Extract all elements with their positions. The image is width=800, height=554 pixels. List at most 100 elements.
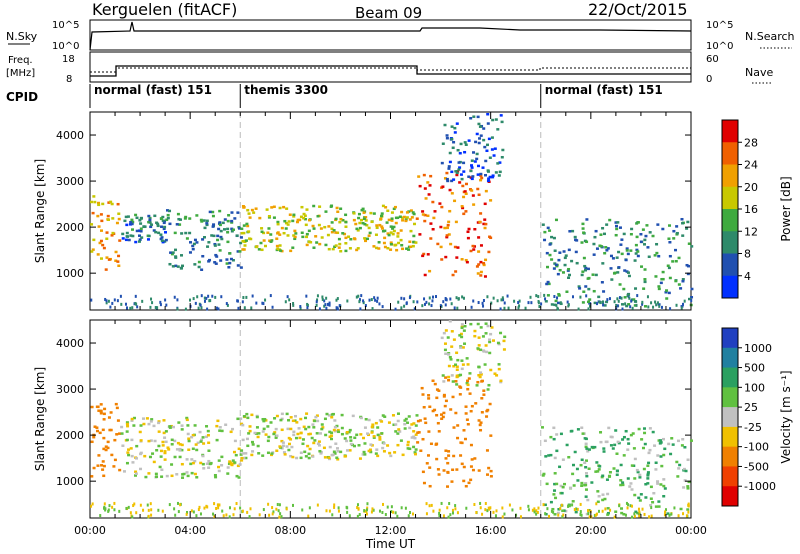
range-cell [416, 419, 420, 423]
range-cell [335, 206, 339, 210]
range-cell [288, 213, 292, 216]
range-cell [193, 472, 197, 476]
range-cell [90, 440, 94, 444]
range-cell [397, 428, 401, 431]
range-cell [298, 436, 302, 440]
ground-scatter-cell [430, 503, 433, 507]
range-cell [458, 393, 462, 396]
range-cell [299, 431, 303, 435]
ground-scatter-cell [518, 299, 521, 303]
range-cell [453, 245, 457, 249]
range-cell [330, 416, 334, 419]
range-cell [639, 232, 643, 236]
range-cell [470, 166, 474, 169]
ground-scatter-cell [206, 307, 209, 311]
range-cell [590, 481, 594, 484]
range-cell [675, 460, 679, 464]
range-cell [248, 425, 252, 428]
range-cell [465, 381, 469, 385]
ground-scatter-cell [195, 514, 198, 518]
freq-tick-high-right: 60 [706, 54, 719, 65]
range-cell [448, 320, 452, 323]
range-cell [482, 349, 486, 352]
range-cell [655, 242, 659, 246]
range-cell [495, 374, 499, 377]
ground-scatter-cell [199, 303, 202, 307]
range-cell [116, 419, 120, 422]
range-cell [597, 468, 601, 471]
range-cell [226, 231, 230, 234]
range-cell [145, 417, 149, 420]
ground-scatter-cell [627, 295, 630, 299]
ground-scatter-cell [682, 512, 685, 516]
range-cell [421, 213, 425, 216]
range-cell [315, 241, 319, 244]
range-cell [455, 122, 459, 125]
ground-scatter-cell [567, 303, 570, 307]
range-cell [460, 177, 464, 181]
range-cell [668, 240, 672, 244]
range-cell [638, 476, 642, 479]
range-cell [365, 223, 369, 227]
ground-scatter-cell [537, 506, 540, 510]
range-cell [269, 240, 273, 243]
ground-scatter-cell [157, 508, 160, 512]
range-cell [230, 221, 234, 224]
range-cell [242, 415, 246, 418]
range-cell [239, 241, 243, 245]
range-cell [339, 207, 343, 210]
range-cell [553, 249, 557, 252]
range-cell [114, 402, 118, 406]
range-cell [215, 424, 219, 428]
range-cell [137, 240, 141, 243]
range-cell [328, 445, 332, 449]
range-cell [135, 444, 139, 448]
range-cell [408, 426, 412, 430]
range-cell [206, 245, 210, 248]
range-cell [476, 164, 480, 168]
range-cell [218, 209, 222, 213]
range-cell [125, 461, 129, 465]
range-cell [438, 202, 442, 205]
range-cell [162, 221, 166, 225]
range-cell [336, 449, 340, 453]
ground-scatter-cell [629, 504, 632, 508]
ground-scatter-cell [370, 510, 373, 514]
range-cell [661, 270, 665, 274]
ground-scatter-cell [154, 306, 157, 310]
range-cell [459, 454, 463, 457]
range-cell [236, 464, 240, 468]
range-cell [199, 218, 203, 222]
ground-scatter-cell [481, 512, 484, 516]
range-cell [480, 397, 484, 400]
range-cell [90, 405, 94, 409]
ground-scatter-cell [381, 305, 384, 309]
range-cell [583, 437, 587, 440]
range-cell [456, 436, 460, 440]
range-cell [166, 213, 170, 217]
range-cell [663, 447, 667, 451]
ground-scatter-cell [142, 508, 145, 512]
range-cell [157, 231, 161, 235]
range-cell [174, 248, 178, 252]
range-cell [679, 287, 683, 290]
range-cell [619, 463, 623, 467]
ground-scatter-cell [331, 513, 334, 517]
range-cell [561, 458, 565, 461]
range-cell [615, 452, 619, 455]
range-cell [479, 178, 483, 182]
range-cell [382, 450, 386, 453]
range-cell [229, 462, 233, 466]
range-cell [273, 431, 277, 434]
range-cell [629, 482, 633, 485]
range-cell [620, 252, 624, 256]
range-cell [557, 293, 561, 296]
ground-scatter-cell [176, 307, 179, 311]
range-cell [312, 227, 316, 230]
range-cell [601, 262, 605, 265]
ground-scatter-cell [535, 294, 538, 298]
range-cell [90, 475, 94, 478]
range-cell [470, 177, 474, 181]
freq-tick-high-left: 18 [62, 54, 75, 65]
